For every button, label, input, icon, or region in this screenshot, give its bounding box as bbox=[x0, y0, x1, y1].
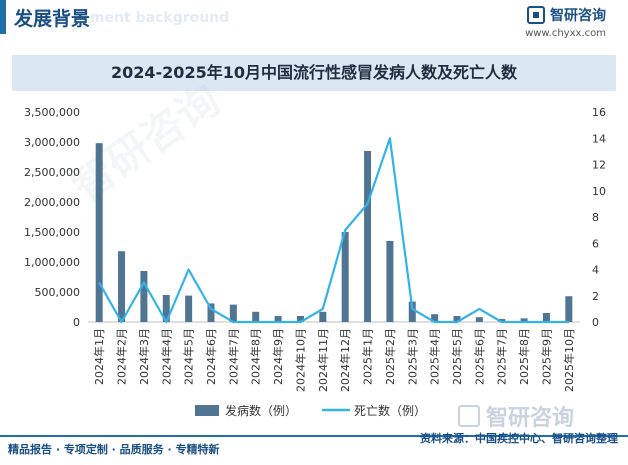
x-tick-label: 2025年10月 bbox=[562, 328, 576, 392]
x-tick-label: 2024年1月 bbox=[92, 328, 106, 385]
y-right-tick-label: 14 bbox=[592, 132, 606, 145]
line-series bbox=[98, 137, 569, 324]
x-tick-label: 2024年8月 bbox=[249, 328, 263, 385]
bar bbox=[252, 311, 260, 322]
y-left-tick-label: 0 bbox=[73, 316, 80, 329]
bar bbox=[140, 271, 148, 322]
y-right-tick-label: 6 bbox=[592, 237, 599, 250]
bar bbox=[162, 295, 170, 322]
x-tick-label: 2025年4月 bbox=[428, 328, 442, 385]
x-tick-label: 2025年9月 bbox=[539, 328, 553, 385]
x-tick-label: 2025年6月 bbox=[472, 328, 486, 385]
bar bbox=[565, 296, 573, 322]
bar bbox=[274, 316, 282, 322]
bar bbox=[319, 311, 327, 322]
x-tick-label: 2024年2月 bbox=[115, 328, 129, 385]
y-right-tick-label: 2 bbox=[592, 290, 599, 303]
watermark-brand-text: 智研咨询 bbox=[486, 406, 575, 431]
section-subtitle-ghost: ment background bbox=[90, 10, 230, 26]
bar bbox=[229, 304, 237, 322]
x-tick-label: 2025年2月 bbox=[383, 328, 397, 385]
brand-name: 智研咨询 bbox=[550, 8, 606, 24]
bar bbox=[498, 319, 506, 322]
chart-legend: 发病数（例） 死亡数（例） bbox=[195, 403, 426, 418]
x-tick-label: 2025年3月 bbox=[405, 328, 419, 385]
y-right-tick-label: 12 bbox=[592, 159, 606, 172]
section-title: 发展背景 bbox=[14, 8, 91, 30]
legend-label-line: 死亡数（例） bbox=[354, 403, 426, 418]
brand-logo-icon bbox=[527, 6, 545, 24]
bar bbox=[475, 317, 483, 322]
watermark-brand: 智研咨询 bbox=[458, 400, 574, 432]
x-tick-label: 2024年3月 bbox=[137, 328, 151, 385]
y-right-tick-label: 0 bbox=[592, 316, 599, 329]
x-tick-label: 2025年5月 bbox=[450, 328, 464, 385]
bar bbox=[341, 232, 349, 322]
y-left-tick-label: 2,500,000 bbox=[24, 166, 80, 179]
footer-divider bbox=[0, 435, 628, 437]
x-tick-label: 2024年11月 bbox=[316, 328, 330, 392]
y-left-tick-label: 1,000,000 bbox=[24, 256, 80, 269]
bar bbox=[453, 316, 461, 322]
y-right-tick-label: 16 bbox=[592, 106, 606, 119]
y-left-tick-label: 3,500,000 bbox=[24, 106, 80, 119]
legend-label-bar: 发病数（例） bbox=[225, 403, 297, 418]
legend-swatch-bar bbox=[195, 405, 219, 416]
bar bbox=[386, 241, 394, 322]
brand-url: www.chyxx.com bbox=[525, 28, 606, 39]
x-tick-label: 2025年8月 bbox=[517, 328, 531, 385]
chart-axes: 0 500,000 1,000,000 1,500,000 2,000,000 2,500… bbox=[24, 106, 606, 329]
x-tick-label: 2024年5月 bbox=[182, 328, 196, 385]
bar bbox=[95, 143, 103, 322]
bar bbox=[185, 295, 193, 322]
brand-logo: 智研咨询 bbox=[527, 5, 606, 25]
y-left-tick-label: 2,000,000 bbox=[24, 196, 80, 209]
chart-title: 2024-2025年10月中国流行性感冒发病人数及死亡人数 bbox=[111, 63, 517, 82]
chart-canvas: 0 500,000 1,000,000 1,500,000 2,000,000 2,500… bbox=[24, 106, 606, 418]
y-right-tick-label: 8 bbox=[592, 211, 599, 224]
header: 发展背景 ment background 智研咨询 www.chyxx.com bbox=[0, 0, 628, 42]
footer-source: 资料来源：中国疾控中心、智研咨询整理 bbox=[420, 432, 618, 445]
bar bbox=[296, 316, 304, 322]
y-right-tick-label: 4 bbox=[592, 264, 599, 277]
y-left-tick-label: 3,000,000 bbox=[24, 136, 80, 149]
x-tick-label: 2025年1月 bbox=[361, 328, 375, 385]
bar bbox=[408, 301, 416, 322]
x-tick-label: 2025年7月 bbox=[495, 328, 509, 385]
bar bbox=[207, 303, 215, 322]
bar bbox=[431, 314, 439, 322]
bar-series bbox=[95, 143, 573, 322]
x-tick-label: 2024年9月 bbox=[271, 328, 285, 385]
y-left-tick-label: 500,000 bbox=[35, 286, 81, 299]
bar bbox=[520, 318, 528, 322]
line-path bbox=[98, 137, 569, 324]
bar bbox=[364, 151, 372, 322]
x-tick-label: 2024年12月 bbox=[338, 328, 352, 392]
bar bbox=[542, 313, 550, 322]
x-tick-label: 2024年4月 bbox=[159, 328, 173, 385]
x-tick-labels: 2024年1月 2024年2月 2024年3月 2024年4月 2024年5月 2024年… bbox=[92, 328, 576, 392]
x-tick-label: 2024年7月 bbox=[226, 328, 240, 385]
y-right-tick-label: 10 bbox=[592, 185, 606, 198]
x-tick-label: 2024年10月 bbox=[293, 328, 307, 392]
chart-title-box: 2024-2025年10月中国流行性感冒发病人数及死亡人数 bbox=[12, 55, 616, 91]
header-accent-bar bbox=[0, 0, 6, 34]
bar bbox=[118, 251, 126, 322]
y-left-tick-label: 1,500,000 bbox=[24, 226, 80, 239]
x-tick-label: 2024年6月 bbox=[204, 328, 218, 385]
watermark-logo-icon bbox=[458, 405, 480, 427]
footer-tagline: 精品报告 · 专项定制 · 品质服务 · 专精特新 bbox=[8, 443, 220, 456]
